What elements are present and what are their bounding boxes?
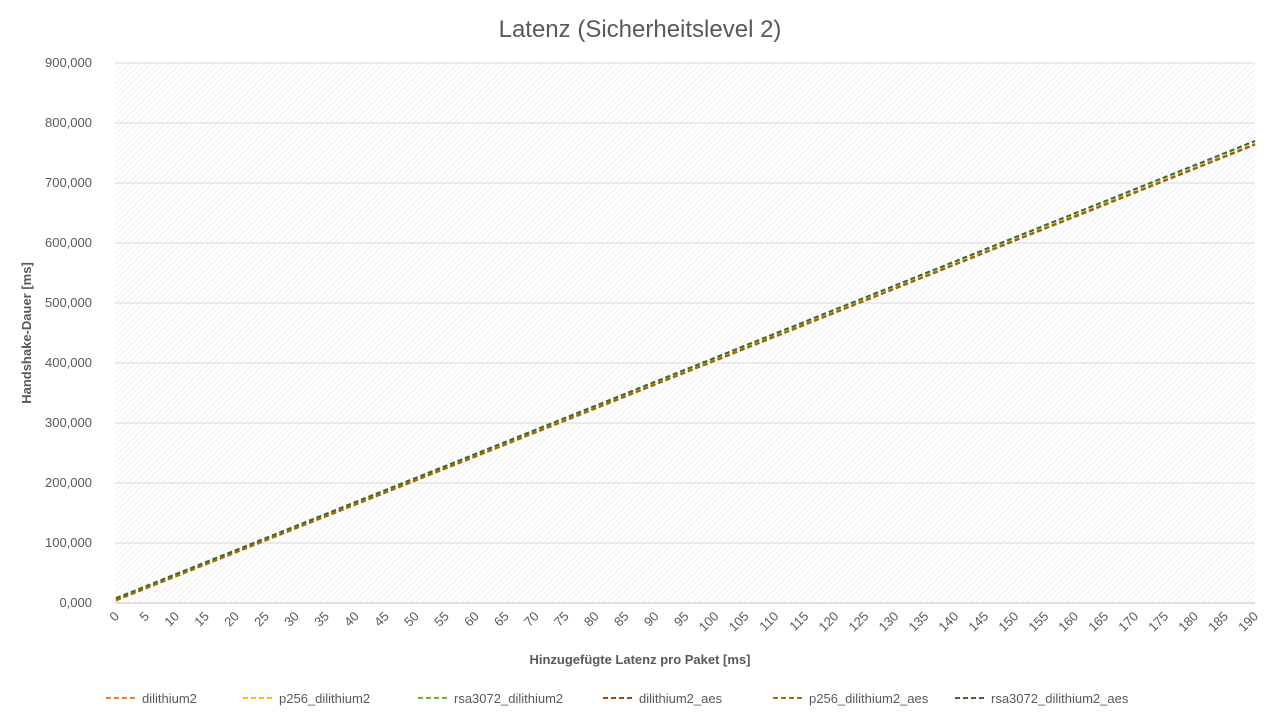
x-tick-label: 80 [581,609,602,630]
x-tick-label: 150 [995,609,1021,635]
gridlines [115,62,1255,604]
y-tick-label: 400,000 [45,355,92,370]
x-tick-label: 55 [431,609,452,630]
x-tick-label: 140 [935,609,961,635]
x-tick-label: 30 [281,609,302,630]
series-line-p256-dilithium2-aes [115,143,1256,601]
x-tick-label: 100 [696,609,722,635]
series-line-rsa3072-dilithium2-aes [115,140,1256,600]
x-tick-label: 190 [1235,609,1261,635]
x-tick-label: 135 [905,609,931,635]
x-tick-label: 185 [1205,609,1231,635]
legend-label: dilithium2 [142,691,197,706]
x-tick-label: 10 [161,609,182,630]
plot-area [115,63,1255,603]
chart-title: Latenz (Sicherheitslevel 2) [499,16,782,43]
x-tick-label: 25 [251,609,272,630]
series-lines [115,140,1256,602]
legend-label: p256_dilithium2_aes [809,691,929,706]
y-tick-label: 800,000 [45,115,92,130]
y-tick-label: 100,000 [45,535,92,550]
x-tick-label: 95 [671,609,692,630]
x-tick-label: 105 [726,609,752,635]
x-tick-label: 110 [756,609,781,634]
x-tick-label: 50 [401,609,422,630]
y-tick-label: 200,000 [45,475,92,490]
x-tick-label: 160 [1055,609,1081,635]
x-tick-label: 115 [786,609,811,634]
y-tick-label: 700,000 [45,175,92,190]
y-tick-label: 500,000 [45,295,92,310]
x-tick-label: 45 [371,609,392,630]
y-axis-title: Handshake-Dauer [ms] [19,262,34,404]
y-tick-label: 0,000 [59,595,92,610]
x-tick-label: 85 [611,609,632,630]
x-tick-label: 20 [221,609,242,630]
x-tick-label: 40 [341,609,362,630]
legend: dilithium2 p256_dilithium2 rsa3072_dilithi… [106,691,1129,706]
y-tick-label: 600,000 [45,235,92,250]
x-tick-label: 35 [311,609,332,630]
legend-label: dilithium2_aes [639,691,723,706]
x-tick-label: 0 [106,609,122,625]
x-tick-label: 15 [191,609,212,630]
x-tick-label: 70 [521,609,542,630]
x-axis-ticks: 0 5 10 15 20 25 30 35 40 45 50 55 60 65 70 75 80 85 90 95 10… [106,609,1261,635]
x-tick-label: 175 [1145,609,1171,635]
x-tick-label: 155 [1025,609,1051,635]
y-tick-label: 300,000 [45,415,92,430]
y-tick-label: 900,000 [45,55,92,70]
x-tick-label: 170 [1115,609,1141,635]
x-tick-label: 90 [641,609,662,630]
legend-label: rsa3072_dilithium2 [454,691,563,706]
x-tick-label: 145 [965,609,991,635]
x-tick-label: 65 [491,609,512,630]
y-axis-ticks: 0,000 100,000 200,000 300,000 400,000 500,000… [45,55,92,610]
x-tick-label: 120 [816,609,842,635]
x-tick-label: 75 [551,609,572,630]
x-axis-title: Hinzugefügte Latenz pro Paket [ms] [529,652,750,667]
x-tick-label: 165 [1085,609,1111,635]
legend-label: p256_dilithium2 [279,691,370,706]
x-tick-label: 60 [461,609,482,630]
legend-label: rsa3072_dilithium2_aes [991,691,1129,706]
x-tick-label: 5 [136,609,152,625]
x-tick-label: 130 [875,609,901,635]
x-tick-label: 180 [1175,609,1201,635]
x-tick-label: 125 [846,609,872,635]
